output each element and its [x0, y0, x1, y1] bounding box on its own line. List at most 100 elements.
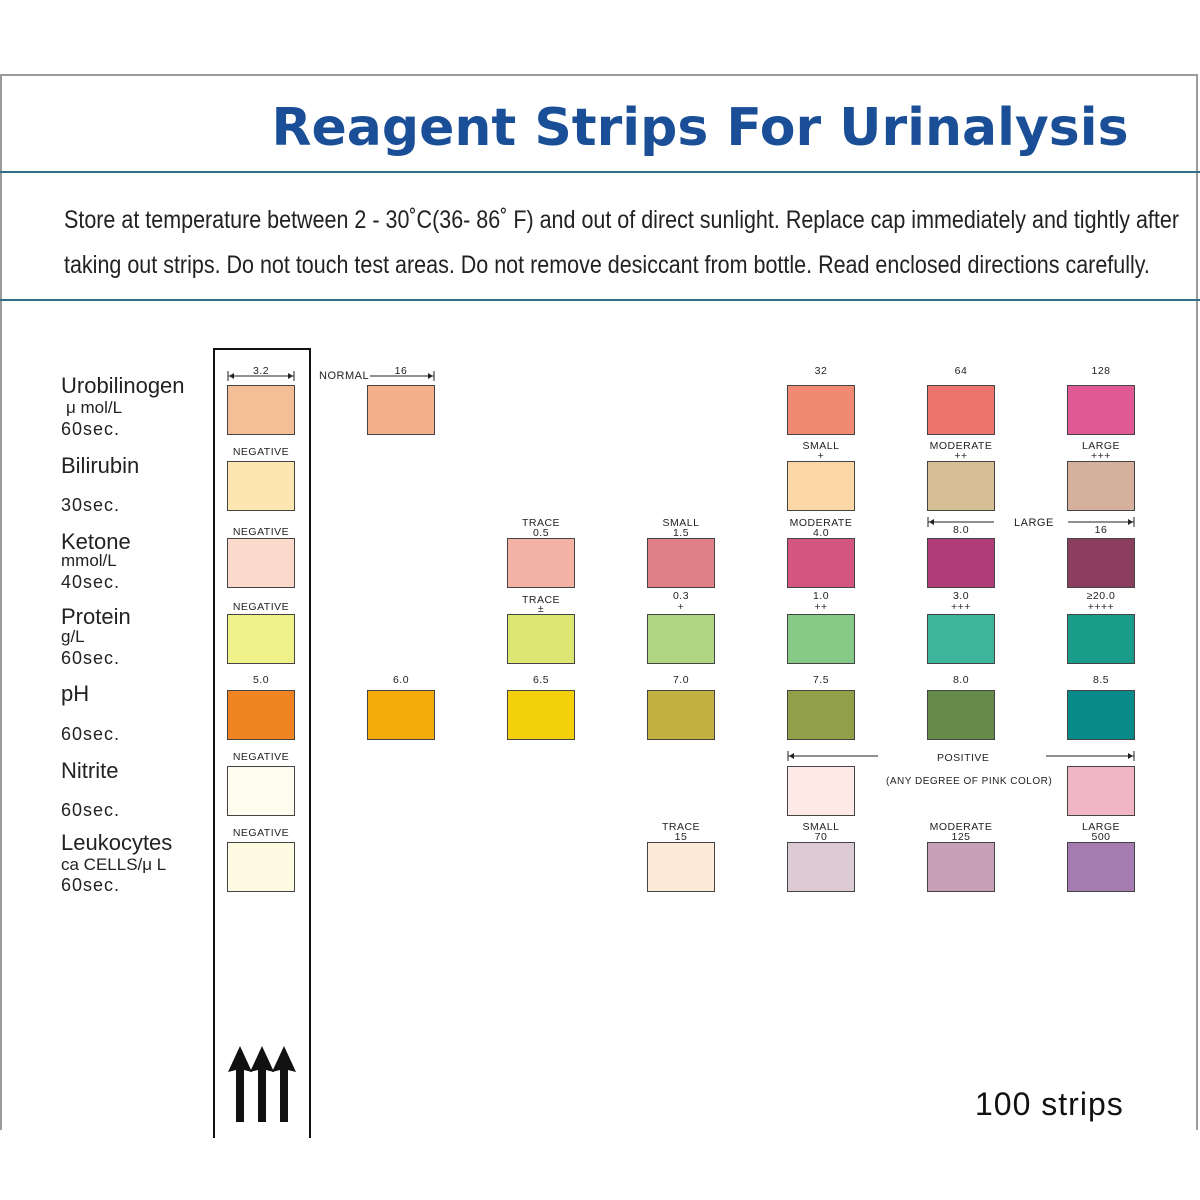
pad-leu-moderate	[927, 842, 995, 892]
test-unit-leukocytes: ca CELLS/μ L	[61, 855, 167, 874]
label-bil-small: SMALL	[802, 440, 840, 452]
storage-notice: Store at temperature between 2 - 30˚C(36…	[64, 198, 1179, 288]
label-pro-0-3: 0.3	[672, 590, 690, 602]
label-ph-5-0: 5.0	[252, 674, 270, 686]
pad-nit-negative	[227, 766, 295, 816]
title-divider	[0, 171, 1200, 173]
test-unit-ketone: mmol/L	[61, 551, 117, 570]
insert-direction-arrows-icon	[228, 1046, 296, 1122]
test-name-ph: pH	[61, 681, 90, 706]
label-ket-large: LARGE	[1014, 517, 1054, 529]
sublabel-leu-large: 500	[1091, 831, 1111, 843]
test-time-nitrite: 60sec.	[61, 800, 121, 820]
pad-ph-5-0	[227, 690, 295, 740]
label-pink-note: (ANY DEGREE OF PINK COLOR)	[886, 776, 1053, 787]
sublabel-leu-trace: 15	[674, 831, 688, 843]
test-name-urobilinogen: Urobilinogen	[61, 373, 185, 398]
label-normal: NORMAL	[319, 370, 370, 382]
label-ph-7-5: 7.5	[812, 674, 830, 686]
pad-bil-small	[787, 461, 855, 511]
test-time-bilirubin: 30sec.	[61, 495, 121, 515]
pad-ph-6-0	[367, 690, 435, 740]
pad-uro-3-2	[227, 385, 295, 435]
pad-ket-trace	[507, 538, 575, 588]
pad-ph-7-5	[787, 690, 855, 740]
pad-bil-moderate	[927, 461, 995, 511]
label-bil-large: LARGE	[1081, 440, 1121, 452]
test-time-ph: 60sec.	[61, 724, 121, 744]
sublabel-pro-0-3: +	[677, 601, 685, 613]
sublabel-pro-trace: ±	[537, 603, 545, 615]
pad-leu-large	[1067, 842, 1135, 892]
label-ket-negative: NEGATIVE	[232, 526, 290, 538]
test-unit-protein: g/L	[61, 627, 85, 646]
pad-ket-small	[647, 538, 715, 588]
sublabel-pro-3-0: +++	[951, 601, 971, 613]
test-unit-urobilinogen: μ mol/L	[66, 398, 123, 417]
test-time-ketone: 40sec.	[61, 572, 121, 592]
label-pro-20-0: ≥20.0	[1086, 590, 1116, 602]
test-time-urobilinogen: 60sec.	[61, 419, 121, 439]
test-name-protein: Protein	[61, 604, 131, 629]
label-ph-8-0: 8.0	[952, 674, 970, 686]
pad-nit-positive-pink	[1067, 766, 1135, 816]
page-title: Reagent Strips For Urinalysis	[271, 98, 1129, 158]
label-pro-1-0: 1.0	[812, 590, 830, 602]
pad-ket-16	[1067, 538, 1135, 588]
pad-uro-32	[787, 385, 855, 435]
label-ket-trace: TRACE	[521, 517, 561, 529]
label-leu-trace: TRACE	[661, 821, 701, 833]
label-ph-6-5: 6.5	[532, 674, 550, 686]
label-uro-64: 64	[954, 365, 968, 377]
sublabel-pro-1-0: ++	[814, 601, 828, 613]
pad-ph-8-0	[927, 690, 995, 740]
pad-pro-trace	[507, 614, 575, 664]
sublabel-ket-trace: 0.5	[532, 527, 550, 539]
pad-ph-6-5	[507, 690, 575, 740]
pad-ket-8-0	[927, 538, 995, 588]
strip-count: 100 strips	[975, 1086, 1124, 1122]
pad-bil-large	[1067, 461, 1135, 511]
label-leu-negative: NEGATIVE	[232, 827, 290, 839]
sublabel-ket-small: 1.5	[672, 527, 690, 539]
label-nit-positive: POSITIVE	[937, 752, 990, 764]
label-ket-8-0: 8.0	[952, 524, 970, 536]
test-name-bilirubin: Bilirubin	[61, 453, 140, 478]
label-pro-trace: TRACE	[521, 594, 561, 606]
test-name-leukocytes: Leukocytes	[61, 830, 173, 855]
sublabel-bil-large: +++	[1091, 450, 1111, 462]
sublabel-leu-moderate: 125	[951, 831, 971, 843]
label-ph-6-0: 6.0	[392, 674, 410, 686]
test-time-protein: 60sec.	[61, 648, 121, 668]
reagent-strip	[213, 348, 311, 1138]
label-uro-32: 32	[814, 365, 828, 377]
pad-leu-trace	[647, 842, 715, 892]
label-ph-8-5: 8.5	[1092, 674, 1110, 686]
label-uro-16: 16	[394, 365, 408, 377]
label-uro-128: 128	[1091, 365, 1111, 377]
sublabel-bil-small: +	[817, 450, 825, 462]
label-leu-large: LARGE	[1081, 821, 1121, 833]
pad-leu-small	[787, 842, 855, 892]
pad-pro-negative	[227, 614, 295, 664]
label-pro-negative: NEGATIVE	[232, 601, 290, 613]
pad-ket-negative	[227, 538, 295, 588]
notice-divider	[0, 299, 1200, 301]
label-leu-moderate: MODERATE	[929, 821, 993, 833]
label-ket-moderate: MODERATE	[789, 517, 853, 529]
sublabel-ket-moderate: 4.0	[812, 527, 830, 539]
sublabel-bil-moderate: ++	[954, 450, 968, 462]
label-leu-small: SMALL	[802, 821, 840, 833]
sublabel-pro-20-0: ++++	[1087, 601, 1115, 613]
label-nit-negative: NEGATIVE	[232, 751, 290, 763]
pad-ket-moderate	[787, 538, 855, 588]
label-ket-small: SMALL	[662, 517, 700, 529]
notice-line-2: taking out strips. Do not touch test are…	[64, 251, 1150, 279]
pad-pro-1-0	[787, 614, 855, 664]
label-ket-16: 16	[1094, 524, 1108, 536]
label-frame	[0, 74, 1198, 1130]
pad-leu-negative	[227, 842, 295, 892]
label-bil-negative: NEGATIVE	[232, 446, 290, 458]
pad-uro-64	[927, 385, 995, 435]
